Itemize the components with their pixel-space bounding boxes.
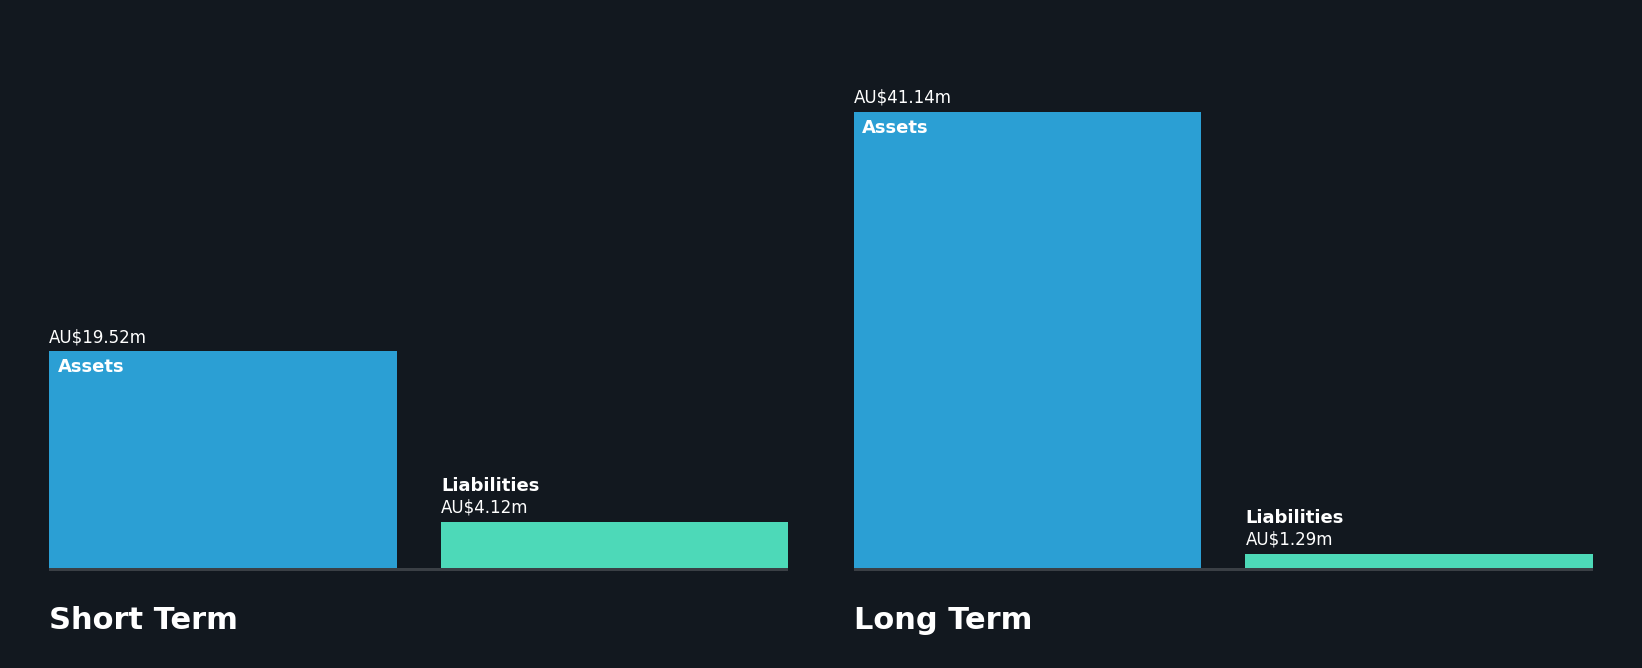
Text: AU$19.52m: AU$19.52m [49,328,148,346]
Text: AU$1.29m: AU$1.29m [1246,530,1333,548]
Text: Liabilities: Liabilities [440,478,539,496]
Text: Long Term: Long Term [854,606,1033,635]
Text: Assets: Assets [862,118,929,136]
Text: Short Term: Short Term [49,606,238,635]
Text: AU$4.12m: AU$4.12m [440,499,529,517]
Text: AU$41.14m: AU$41.14m [854,89,952,106]
Text: Assets: Assets [57,358,125,376]
Text: Liabilities: Liabilities [1246,509,1343,527]
